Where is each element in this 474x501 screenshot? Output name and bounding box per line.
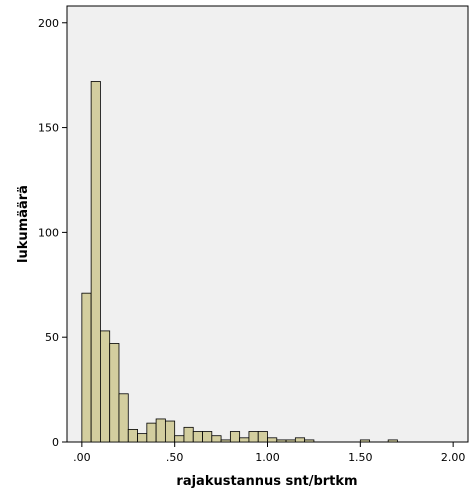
histogram-bar-16 bbox=[229, 431, 241, 443]
histogram-bar-18 bbox=[248, 431, 259, 443]
histogram-bar-17 bbox=[239, 437, 250, 443]
x-axis: .00 .50 1.00 1.50 2.00 bbox=[73, 442, 465, 464]
histogram-bar-11 bbox=[183, 426, 194, 443]
x-tick-label: .50 bbox=[166, 451, 184, 464]
histogram-bars bbox=[81, 81, 398, 443]
x-tick-label: 2.00 bbox=[441, 451, 466, 464]
histogram-bar-23 bbox=[294, 437, 306, 443]
y-tick-label: 50 bbox=[45, 331, 59, 344]
histogram-bar-8 bbox=[155, 418, 166, 443]
y-tick-label: 0 bbox=[52, 436, 59, 449]
histogram-bar-13 bbox=[202, 431, 213, 443]
histogram-bar-15 bbox=[220, 439, 231, 443]
y-tick-label: 200 bbox=[38, 17, 59, 30]
histogram-bar-19 bbox=[257, 431, 268, 443]
histogram-bar-22 bbox=[285, 439, 296, 443]
histogram-bar-0 bbox=[81, 292, 92, 443]
histogram-bar-10 bbox=[174, 435, 185, 443]
histogram-bar-25 bbox=[359, 439, 371, 443]
histogram-bar-9 bbox=[164, 420, 176, 443]
x-tick-label: 1.50 bbox=[348, 451, 373, 464]
histogram-bar-6 bbox=[137, 433, 148, 443]
x-tick-label: 1.00 bbox=[255, 451, 280, 464]
histogram-bar-12 bbox=[192, 431, 203, 443]
histogram-bar-24 bbox=[304, 439, 315, 443]
y-tick-label: 150 bbox=[38, 122, 59, 135]
histogram-bar-2 bbox=[100, 330, 111, 443]
histogram-bar-4 bbox=[118, 393, 129, 443]
histogram-bar-3 bbox=[109, 343, 120, 443]
histogram-bar-5 bbox=[127, 429, 138, 443]
histogram-bar-14 bbox=[211, 435, 222, 443]
y-tick-label: 100 bbox=[38, 226, 59, 239]
histogram-bar-7 bbox=[146, 422, 157, 443]
y-axis: 0 50 100 150 200 bbox=[38, 17, 67, 449]
histogram-bar-21 bbox=[276, 439, 287, 443]
y-axis-title: lukumäärä bbox=[16, 185, 31, 263]
histogram-bar-1 bbox=[90, 81, 101, 443]
histogram-bar-26 bbox=[387, 439, 398, 443]
x-axis-title: rajakustannus snt/brtkm bbox=[176, 474, 357, 489]
histogram-bar-20 bbox=[267, 437, 278, 443]
plot-background bbox=[66, 5, 469, 443]
x-tick-label: .00 bbox=[73, 451, 91, 464]
